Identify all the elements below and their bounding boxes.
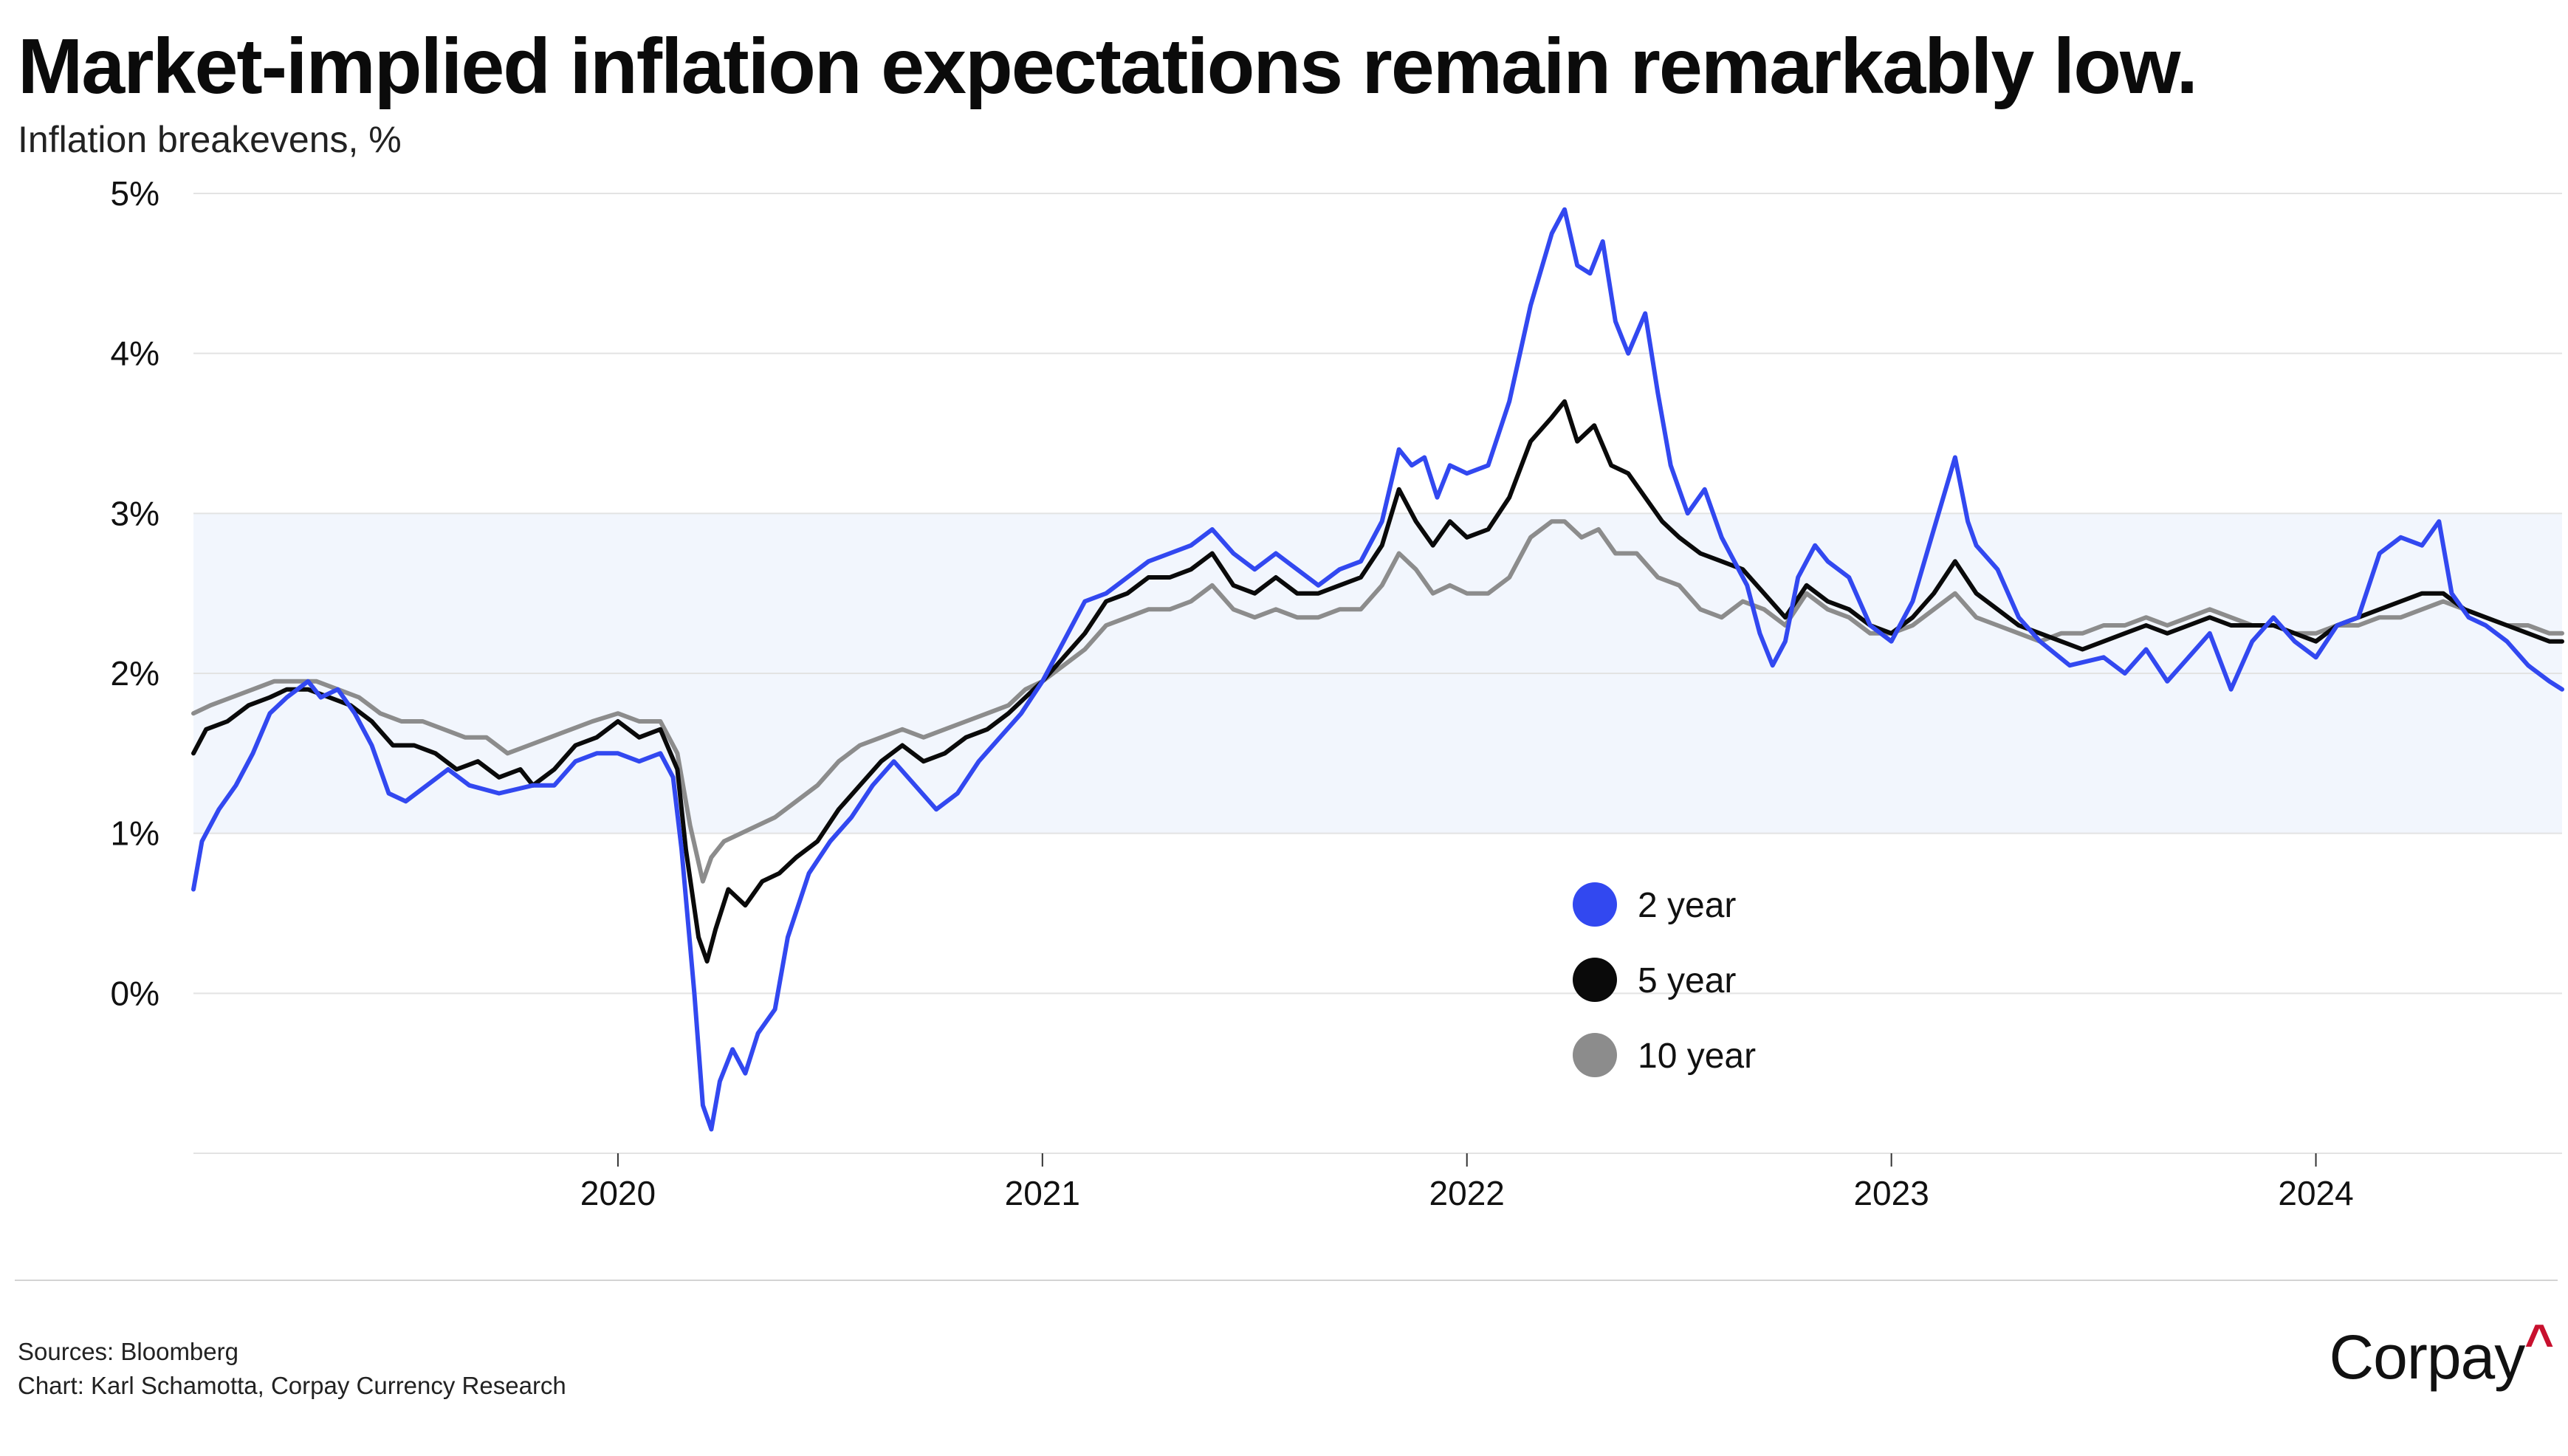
legend-marker [1573,958,1617,1002]
logo-caret: ^ [2524,1314,2554,1370]
series-line-2-year [191,207,2564,1132]
y-tick-label: 2% [111,654,159,693]
chart-title: Market-implied inflation expectations re… [18,23,2198,110]
y-tick-label: 4% [111,334,159,373]
legend: 2 year 5 year 10 year [1573,882,1756,1077]
line-chart: 0% 1% 2% 3% 4% 5% 2020 2021 2022 2023 2024 2 year… [111,174,2564,1212]
y-tick-label: 3% [111,494,159,532]
y-tick-label: 1% [111,814,159,853]
legend-label: 5 year [1638,961,1736,1000]
series-layer [191,207,2564,1132]
x-tick-label: 2024 [2278,1174,2353,1212]
legend-label: 2 year [1638,886,1736,925]
x-tick-label: 2022 [1429,1174,1505,1212]
y-axis: 0% 1% 2% 3% 4% 5% [111,174,159,1012]
footer-divider [15,1280,2558,1281]
legend-marker [1573,882,1617,927]
corpay-logo: Corpay^ [2329,1314,2554,1393]
x-tick-label: 2020 [580,1174,656,1212]
series-line-5-year [191,399,2564,964]
x-axis: 2020 2021 2022 2023 2024 [580,1153,2354,1212]
chart-subtitle: Inflation breakevens, % [18,119,402,160]
legend-marker [1573,1033,1617,1077]
chart-credit: Chart: Karl Schamotta, Corpay Currency R… [18,1372,566,1399]
legend-label: 10 year [1638,1037,1756,1076]
y-tick-label: 0% [111,974,159,1012]
grid-layer [193,193,2562,1154]
y-tick-label: 5% [111,174,159,213]
series-line-10-year [191,519,2564,884]
x-tick-label: 2023 [1853,1174,1929,1212]
logo-wordmark: Corpay [2329,1322,2525,1392]
sources-note: Sources: Bloomberg [18,1338,238,1365]
x-tick-label: 2021 [1005,1174,1080,1212]
